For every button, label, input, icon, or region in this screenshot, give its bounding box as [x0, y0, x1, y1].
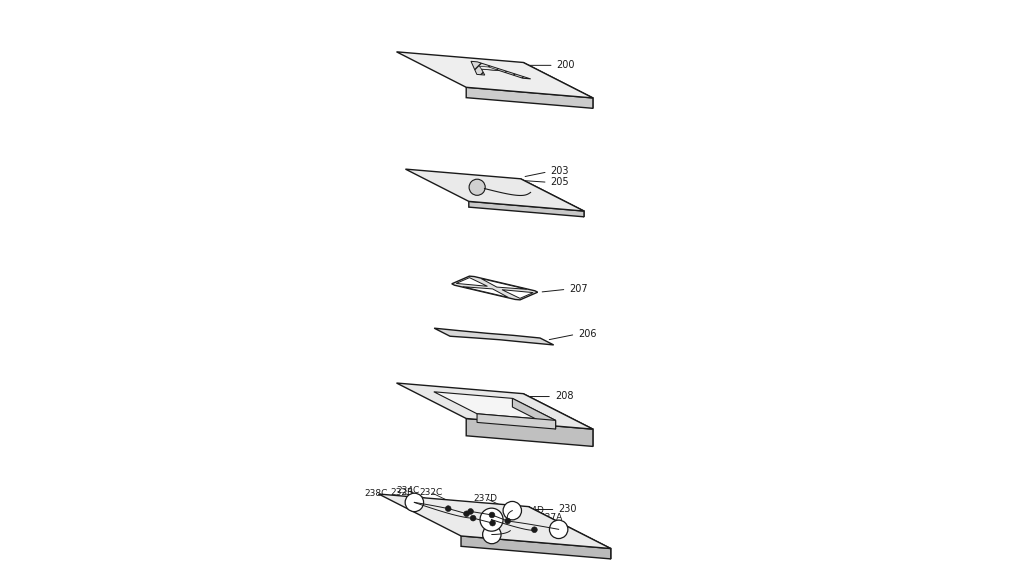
Text: 234A: 234A	[538, 535, 561, 544]
Text: 237D: 237D	[474, 494, 498, 503]
Polygon shape	[406, 169, 584, 211]
Polygon shape	[479, 66, 500, 71]
Circle shape	[489, 520, 496, 526]
Text: 207: 207	[569, 284, 588, 294]
Circle shape	[489, 512, 495, 518]
Text: 203: 203	[551, 166, 569, 176]
Polygon shape	[502, 290, 534, 298]
Text: 208: 208	[555, 391, 573, 401]
Text: 200: 200	[557, 60, 575, 70]
Polygon shape	[452, 276, 538, 300]
Text: 236: 236	[526, 541, 544, 550]
Polygon shape	[396, 383, 593, 429]
Text: 232A: 232A	[506, 532, 529, 541]
Polygon shape	[379, 494, 610, 548]
Polygon shape	[457, 278, 487, 286]
Circle shape	[503, 502, 521, 520]
Circle shape	[464, 511, 469, 517]
Polygon shape	[463, 287, 508, 297]
Text: 232D: 232D	[538, 521, 561, 530]
Text: 232C: 232C	[419, 488, 442, 497]
Polygon shape	[466, 419, 593, 446]
Text: 237A: 237A	[539, 513, 562, 522]
Polygon shape	[481, 279, 526, 289]
Circle shape	[505, 518, 511, 524]
Polygon shape	[396, 52, 593, 98]
Circle shape	[482, 525, 501, 544]
Text: 238C: 238C	[365, 489, 387, 498]
Circle shape	[445, 506, 452, 511]
Polygon shape	[434, 328, 554, 345]
Polygon shape	[469, 202, 584, 217]
Polygon shape	[523, 62, 593, 108]
Text: 232B: 232B	[391, 488, 414, 497]
Polygon shape	[523, 393, 593, 446]
Polygon shape	[477, 414, 556, 429]
Circle shape	[470, 516, 476, 521]
Text: 238B: 238B	[489, 535, 513, 544]
Text: 234D: 234D	[520, 506, 544, 516]
Circle shape	[406, 493, 424, 511]
Polygon shape	[512, 399, 556, 429]
Circle shape	[468, 509, 473, 514]
Polygon shape	[528, 507, 610, 559]
Text: 206: 206	[579, 329, 597, 339]
Circle shape	[531, 527, 538, 533]
Polygon shape	[471, 61, 530, 79]
Circle shape	[480, 508, 503, 531]
Circle shape	[469, 179, 485, 195]
Text: 230: 230	[558, 504, 577, 514]
Text: 205: 205	[551, 177, 569, 187]
Text: 234C: 234C	[396, 486, 419, 495]
Polygon shape	[461, 536, 610, 559]
Text: 234B: 234B	[428, 512, 452, 521]
Circle shape	[550, 520, 568, 539]
Polygon shape	[466, 88, 593, 108]
Polygon shape	[520, 179, 584, 217]
Polygon shape	[434, 392, 556, 420]
